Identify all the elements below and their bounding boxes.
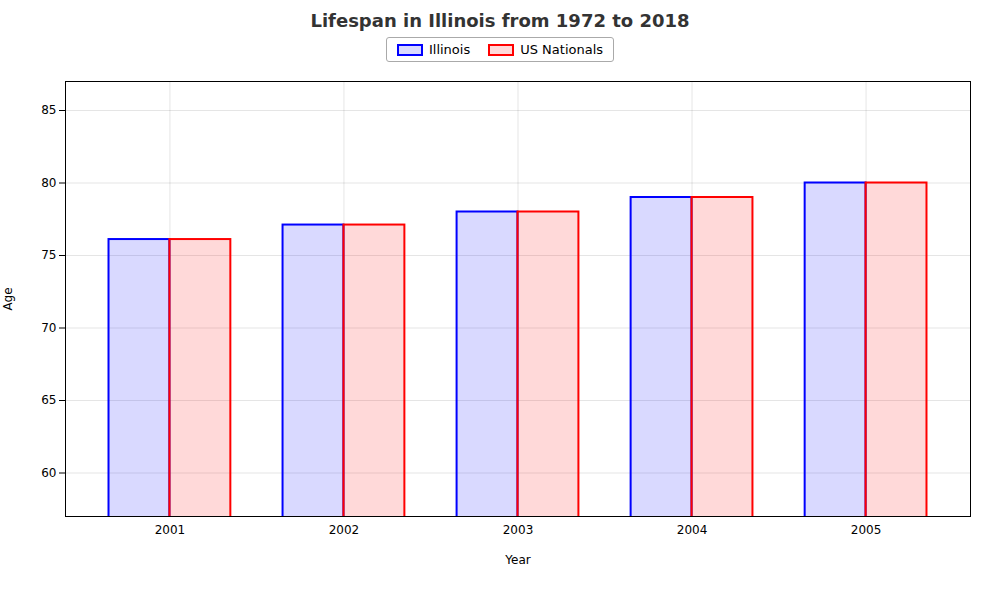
svg-text:60: 60	[41, 466, 56, 480]
svg-text:Age: Age	[1, 287, 15, 310]
svg-text:2003: 2003	[503, 523, 534, 537]
svg-text:2005: 2005	[851, 523, 882, 537]
svg-text:2004: 2004	[677, 523, 708, 537]
html-text:Lifespan in Illinois from 1972: Lifespan in Illinois from 1972 to 2018	[310, 10, 690, 31]
svg-text:2002: 2002	[329, 523, 360, 537]
html-text:Illinois: Illinois	[429, 42, 471, 57]
svg-text:Year: Year	[504, 553, 530, 567]
html-text:US Nationals: US Nationals	[520, 42, 603, 57]
svg-text:85: 85	[41, 103, 56, 117]
svg-text:75: 75	[41, 248, 56, 262]
svg-text:70: 70	[41, 321, 56, 335]
svg-text:80: 80	[41, 176, 56, 190]
svg-text:65: 65	[41, 393, 56, 407]
svg-text:2001: 2001	[155, 523, 186, 537]
